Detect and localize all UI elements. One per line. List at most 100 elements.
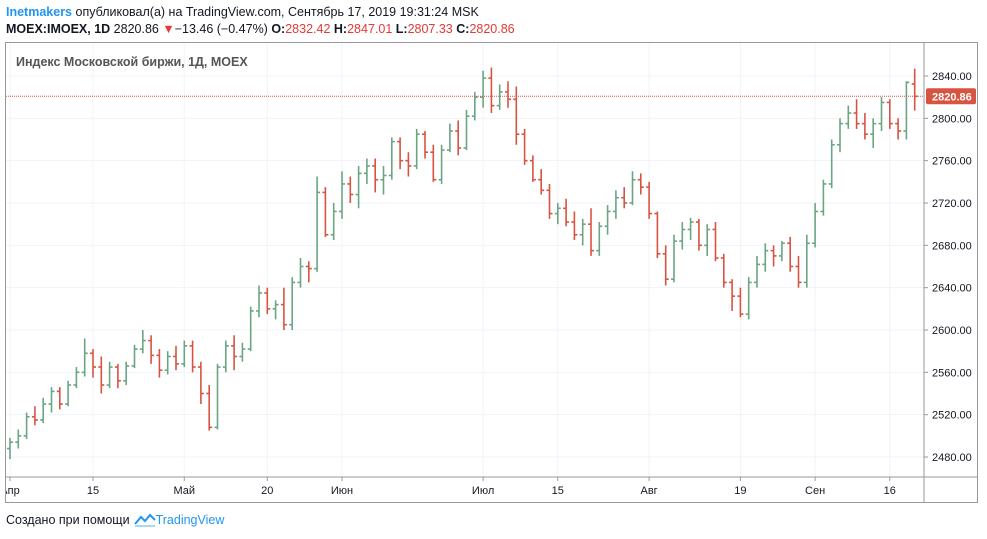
ohlc-bar [413, 128, 420, 170]
ohlc-bar [571, 211, 578, 241]
ohlc-bar [15, 429, 22, 449]
price-axis[interactable]: 2480.00 2520.00 2560.00 2600.00 2640.00 2680.… [924, 71, 972, 464]
ohlc-bar [446, 123, 453, 153]
ohlc-bar [231, 335, 238, 371]
ohlc-bar [812, 203, 819, 248]
price-tick-label: 2840.00 [932, 71, 972, 83]
tradingview-brand: TradingView [155, 513, 225, 527]
ohlc-bar [347, 176, 354, 203]
ohlc-bar [529, 155, 536, 182]
close-label: C: [456, 22, 470, 36]
time-tick-label: Май [174, 485, 196, 497]
low-value: 2807.33 [407, 22, 453, 36]
ohlc-bar [40, 397, 47, 424]
ohlc-bar [496, 84, 503, 110]
ohlc-bar [322, 187, 329, 237]
price-tick-label: 2560.00 [932, 367, 972, 379]
last-price-badge-text: 2820.86 [932, 91, 972, 103]
ohlc-bar [156, 349, 163, 378]
ohlc-bar [272, 300, 279, 320]
ohlc-bar [687, 217, 694, 241]
ohlc-bar [787, 236, 794, 272]
ohlc-bar [123, 361, 130, 386]
created-with-text: Создано при помощи [6, 513, 130, 527]
price-tick-label: 2680.00 [932, 240, 972, 252]
grid-lines [6, 43, 924, 477]
ohlc-bar [148, 335, 155, 364]
ohlc-bar [405, 152, 412, 177]
ohlc-bar [546, 183, 553, 219]
ohlc-bar [903, 81, 910, 140]
ohlc-bar [239, 342, 246, 362]
ohlc-bar [56, 387, 63, 410]
time-tick-label: 20 [261, 485, 273, 497]
ohlc-bar [314, 176, 321, 272]
ohlc-bar [23, 412, 30, 440]
ohlc-bar [521, 128, 528, 165]
ohlc-bar [455, 120, 462, 156]
time-tick-label: Авг [640, 485, 657, 497]
ohlc-bar [563, 198, 570, 227]
ohlc-bar [90, 349, 96, 378]
high-value: 2847.01 [347, 22, 393, 36]
ohlc-bar [596, 222, 603, 256]
ohlc-bar [828, 139, 835, 189]
open-label: O: [271, 22, 286, 36]
ohlc-bar [197, 361, 204, 405]
ohlc-bars [7, 67, 918, 460]
ohlc-bar [65, 380, 72, 407]
ohlc-bar [280, 287, 287, 330]
ohlc-bar [671, 234, 677, 283]
ohlc-bar [588, 208, 594, 256]
ohlc-bar [770, 245, 777, 267]
ohlc-bar [422, 131, 428, 159]
time-tick-label: 16 [884, 485, 896, 497]
chart-frame[interactable]: 2480.00 2520.00 2560.00 2600.00 2640.00 2680.… [0, 42, 978, 503]
low-label: L: [395, 22, 408, 36]
ohlc-bar [778, 241, 785, 262]
author-link[interactable]: Inetmakers [6, 5, 73, 19]
price-tick-label: 2720.00 [932, 198, 972, 210]
ohlc-bar [114, 363, 121, 389]
ohlc-bar [861, 113, 868, 140]
ohlc-bar [289, 277, 296, 330]
ohlc-chart[interactable]: 2480.00 2520.00 2560.00 2600.00 2640.00 2680.… [0, 43, 977, 502]
time-axis[interactable]: Апр 15 Май 20 Июн Июл 15 Авг 19 Сен 16 [0, 477, 896, 497]
time-tick-label: 15 [87, 485, 99, 497]
ohlc-bar [762, 243, 769, 272]
price-tick-label: 2480.00 [932, 452, 972, 464]
tradingview-logo-icon [133, 513, 156, 527]
price-tick-label: 2760.00 [932, 156, 972, 168]
ohlc-bar [679, 222, 686, 250]
price-tick-label: 2600.00 [932, 325, 972, 337]
ohlc-bar [247, 306, 254, 352]
ohlc-bar [164, 351, 171, 375]
ohlc-bar [870, 118, 877, 148]
ohlc-bar [297, 258, 304, 288]
time-tick-label: Апр [6, 485, 20, 497]
ohlc-bar [31, 406, 38, 426]
symbol-label: MOEX:IMOEX, 1D [6, 22, 111, 36]
ohlc-bar [737, 287, 744, 318]
ohlc-bar [662, 245, 669, 286]
ohlc-bar [305, 261, 312, 283]
ohlc-bar [372, 158, 379, 193]
ohlc-bar [206, 385, 213, 431]
time-tick-label: Июл [472, 485, 494, 497]
ohlc-bar [579, 218, 586, 246]
ohlc-bar [820, 179, 827, 216]
ohlc-bar [222, 340, 229, 373]
ohlc-bar [878, 97, 885, 132]
ohlc-bar [695, 218, 702, 251]
ohlc-bar [886, 99, 893, 129]
price-tick-label: 2640.00 [932, 283, 972, 295]
published-text: опубликовал(а) на TradingView.com, Сентя… [75, 5, 479, 19]
ohlc-bar [181, 340, 188, 368]
ohlc-bar [264, 287, 271, 315]
close-value: 2820.86 [469, 22, 515, 36]
ohlc-bar [480, 70, 487, 108]
tradingview-link[interactable]: TradingView [133, 513, 225, 527]
ohlc-bar [621, 187, 628, 209]
time-tick-label: Сен [805, 485, 825, 497]
publish-info: Inetmakers опубликовал(а) на TradingView… [6, 5, 479, 19]
